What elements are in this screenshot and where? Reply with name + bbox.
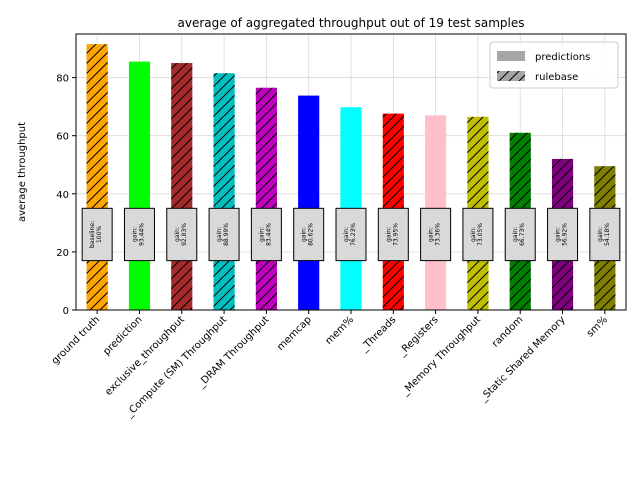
annotation-label: 54.18% — [604, 223, 611, 246]
x-tick-label: exclusive_throughput — [103, 314, 187, 398]
chart-title: average of aggregated throughput out of … — [177, 16, 524, 30]
bar-hatch — [213, 73, 235, 310]
annotation-label: 80.62% — [308, 223, 315, 246]
annotation-label: 100% — [96, 226, 103, 243]
x-tick-label: _Threads — [358, 314, 398, 354]
legend-swatch-hatch — [497, 71, 525, 81]
annotation-box — [293, 207, 325, 262]
x-tick-label: _Memory Throughput — [399, 314, 483, 398]
annotations: baseline: 100% gain: 93.44% gain: 92.83% gain:… — [81, 207, 621, 262]
annotation-label: gain: — [216, 227, 223, 242]
legend: predictions rulebase — [489, 41, 619, 89]
y-tick-label: 20 — [56, 248, 69, 259]
annotation-box — [377, 207, 409, 262]
y-tick-label: 0 — [63, 306, 69, 317]
annotation-label: 88.99% — [223, 223, 230, 246]
annotation-label: gain: — [131, 227, 138, 242]
annotation-box — [504, 207, 536, 262]
annotation-label: gain: — [258, 227, 265, 242]
annotation-box — [547, 207, 579, 262]
annotation-label: gain: — [555, 227, 562, 242]
x-tick-label: ground truth — [50, 314, 102, 366]
annotation-label: 73.95% — [392, 223, 399, 246]
annotation-label: gain: — [343, 227, 350, 242]
annotation-label: gain: — [174, 227, 181, 242]
legend-label: predictions — [535, 52, 590, 63]
annotation-label: 93.44% — [138, 223, 145, 246]
x-tick-label: _DRAM Throughput — [195, 314, 271, 390]
x-tick-label: sm% — [585, 314, 610, 339]
y-tick-label: 60 — [56, 132, 69, 143]
annotation-label: baseline: — [89, 221, 96, 248]
x-tick-label: prediction — [101, 314, 144, 357]
bar — [128, 61, 151, 310]
annotation-box — [462, 207, 494, 262]
annotation-box — [208, 207, 240, 262]
bar-hatch — [171, 63, 193, 311]
annotation-box — [166, 207, 198, 262]
x-tick-label: _Static Shared Memory — [477, 314, 567, 404]
annotation-box — [589, 207, 621, 262]
annotation-box — [81, 207, 113, 262]
bar-hatch — [255, 87, 277, 310]
x-tick-label: random — [490, 314, 525, 349]
annotation-box — [335, 207, 367, 262]
x-tick-label: memcap — [275, 314, 314, 353]
annotation-label: gain: — [597, 227, 604, 242]
annotation-label: gain: — [512, 227, 519, 242]
annotation-label: gain: — [301, 227, 308, 242]
annotation-label: 73.05% — [477, 223, 484, 246]
legend-label: rulebase — [535, 72, 578, 83]
y-axis-label: average throughput — [17, 122, 28, 222]
x-tick-label: _Registers — [396, 314, 441, 359]
annotation-label: gain: — [385, 227, 392, 242]
legend-swatch — [497, 51, 525, 61]
annotation-box — [123, 207, 155, 262]
annotation-box — [250, 207, 282, 262]
annotation-label: 56.92% — [562, 223, 569, 246]
annotation-label: 76.23% — [350, 223, 357, 246]
x-tick-label: mem% — [323, 314, 356, 347]
annotation-label: 66.73% — [519, 223, 526, 246]
bar-hatch — [86, 44, 108, 310]
annotation-label: 92.83% — [181, 223, 188, 246]
annotation-label: 83.44% — [265, 223, 272, 246]
y-tick-label: 80 — [56, 74, 69, 85]
bar — [298, 95, 320, 310]
annotation-label: 73.36% — [435, 223, 442, 246]
annotation-label: gain: — [428, 227, 435, 242]
annotation-label: gain: — [470, 227, 477, 242]
y-tick-label: 40 — [56, 190, 69, 201]
annotation-box — [420, 207, 452, 262]
